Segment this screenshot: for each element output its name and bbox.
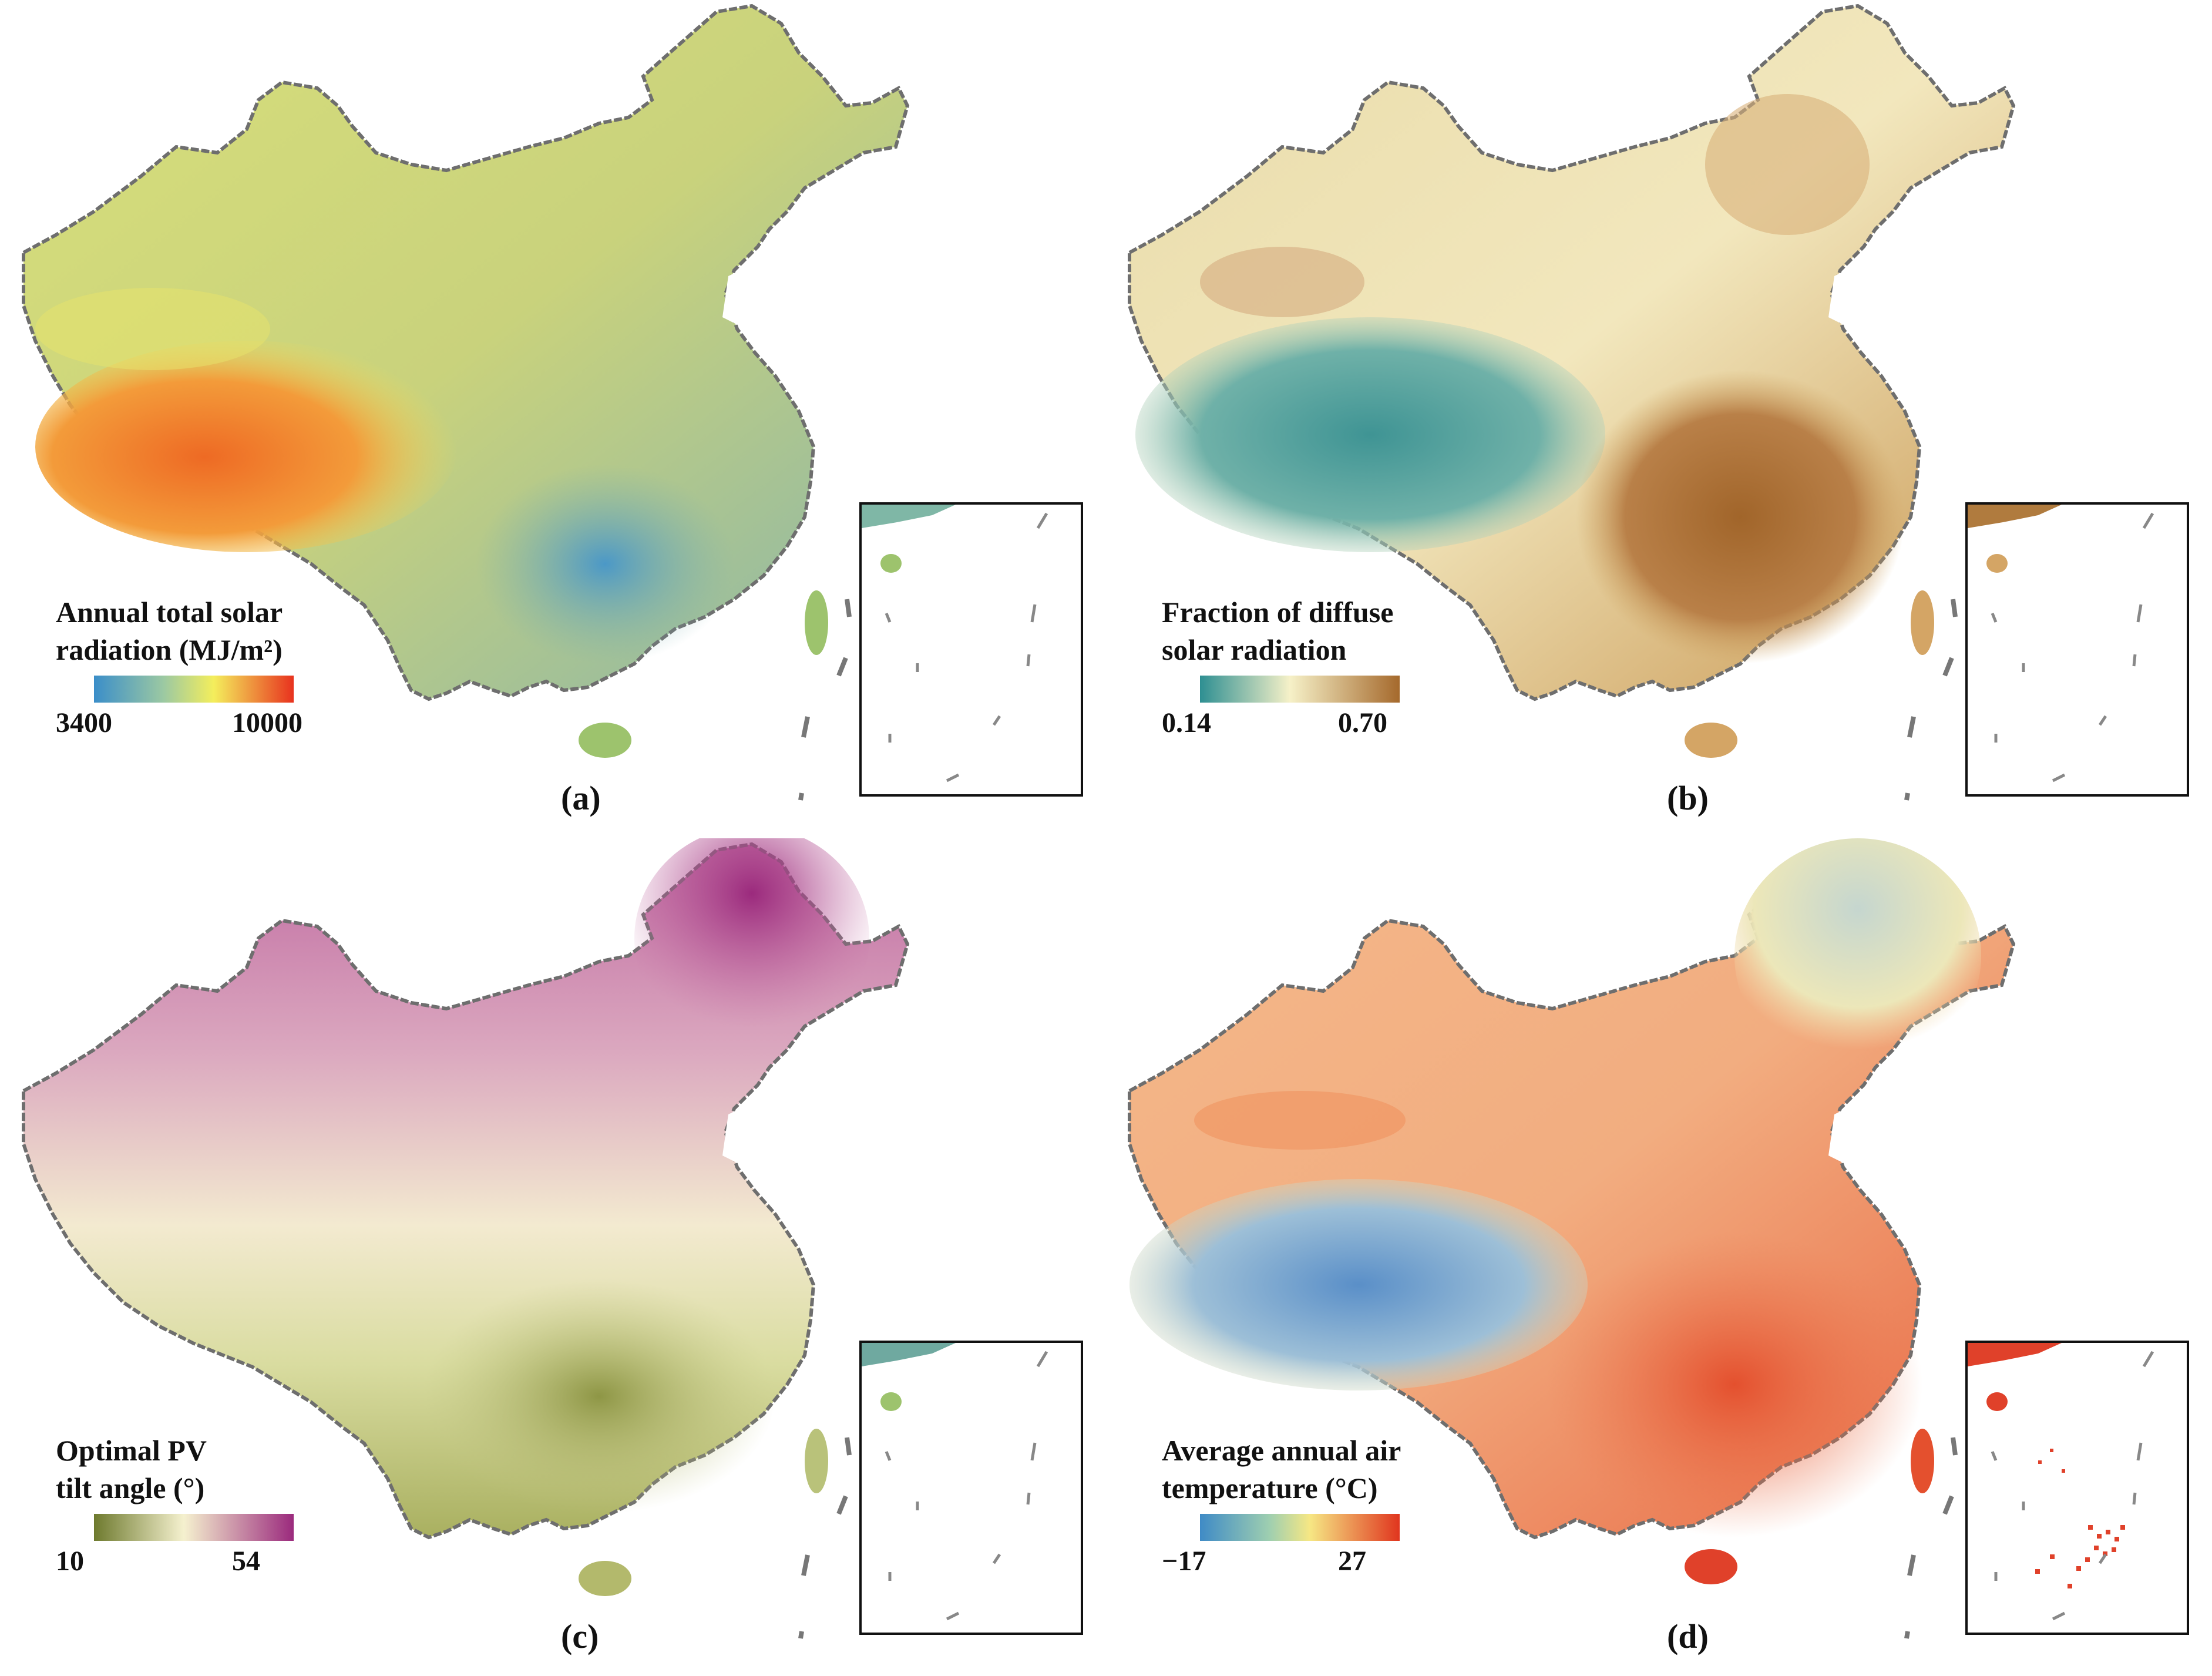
legend-min: −17 [1162, 1546, 1206, 1577]
legend-min: 10 [56, 1546, 84, 1577]
legend-title-line1: Annual total solar [56, 596, 283, 629]
color-legend: Fraction of diffuse solar radiation 0.14… [1162, 593, 1467, 738]
legend-title-line1: Fraction of diffuse [1162, 596, 1394, 629]
south-china-sea-inset [859, 502, 1083, 797]
legend-max: 0.70 [1338, 707, 1387, 738]
panel-label: (c) [561, 1617, 599, 1655]
legend-title-line2: tilt angle (°) [56, 1472, 205, 1504]
legend-colorbar [1200, 1514, 1400, 1541]
china-map-air-temperature [1128, 838, 2016, 1639]
legend-title-line2: temperature (°C) [1162, 1472, 1378, 1504]
panel-label: (d) [1667, 1617, 1709, 1655]
south-china-sea-inset [859, 1341, 1083, 1635]
legend-colorbar [94, 676, 294, 703]
legend-max: 10000 [232, 707, 302, 738]
color-legend: Annual total solar radiation (MJ/m²) 340… [56, 593, 361, 738]
legend-max: 54 [232, 1546, 260, 1577]
south-china-sea-inset [1965, 1341, 2189, 1635]
legend-title-line2: solar radiation [1162, 633, 1347, 666]
legend-min: 0.14 [1162, 707, 1211, 738]
legend-colorbar [1200, 676, 1400, 703]
china-map-solar-radiation [22, 4, 910, 801]
legend-min: 3400 [56, 707, 112, 738]
panel-d: Average annual air temperature (°C) −17 … [1106, 838, 2212, 1676]
panel-a: Annual total solar radiation (MJ/m²) 340… [0, 0, 1106, 838]
panel-label: (b) [1667, 779, 1709, 817]
south-china-sea-inset [1965, 502, 2189, 797]
panel-label: (a) [561, 779, 601, 817]
color-legend: Average annual air temperature (°C) −17 … [1162, 1432, 1467, 1577]
panel-b: Fraction of diffuse solar radiation 0.14… [1106, 0, 2212, 838]
legend-title-line1: Average annual air [1162, 1434, 1401, 1467]
legend-title-line1: Optimal PV [56, 1434, 207, 1467]
china-map-tilt-angle [22, 838, 910, 1639]
legend-title-line2: radiation (MJ/m²) [56, 633, 283, 666]
legend-max: 27 [1338, 1546, 1366, 1577]
color-legend: Optimal PV tilt angle (°) 10 54 [56, 1432, 361, 1577]
legend-colorbar [94, 1514, 294, 1541]
china-map-diffuse-fraction [1128, 4, 2016, 801]
panel-c: Optimal PV tilt angle (°) 10 54 (c) [0, 838, 1106, 1676]
